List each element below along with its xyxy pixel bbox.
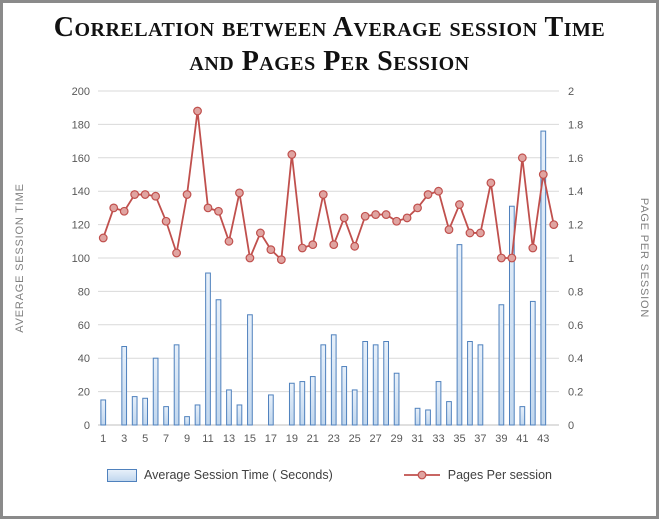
svg-text:0: 0 bbox=[84, 420, 90, 432]
svg-text:1.8: 1.8 bbox=[568, 120, 583, 132]
line-series bbox=[98, 106, 559, 265]
svg-text:29: 29 bbox=[390, 433, 402, 445]
svg-text:180: 180 bbox=[72, 120, 90, 132]
svg-text:0.6: 0.6 bbox=[568, 320, 583, 332]
combo-chart: 0 20 40 60 80 100 120 140 160 180 200 0 0.2 0.4 0.6 0.8… bbox=[14, 86, 650, 445]
svg-text:200: 200 bbox=[72, 86, 90, 98]
svg-text:100: 100 bbox=[72, 253, 90, 265]
svg-text:15: 15 bbox=[244, 433, 256, 445]
svg-text:7: 7 bbox=[163, 433, 169, 445]
left-axis-title: AVERAGE SESSION TIME bbox=[14, 184, 26, 333]
svg-text:1.4: 1.4 bbox=[568, 187, 583, 199]
svg-text:140: 140 bbox=[72, 187, 90, 199]
legend-item-line: Pages Per session bbox=[403, 468, 552, 482]
line-marker-swatch-icon bbox=[403, 469, 441, 481]
svg-text:40: 40 bbox=[78, 354, 90, 366]
legend: Average Session Time ( Seconds) Pages Pe… bbox=[3, 468, 656, 482]
svg-text:43: 43 bbox=[537, 433, 549, 445]
svg-text:1: 1 bbox=[100, 433, 106, 445]
svg-text:39: 39 bbox=[495, 433, 507, 445]
svg-text:41: 41 bbox=[516, 433, 528, 445]
legend-item-bars: Average Session Time ( Seconds) bbox=[107, 468, 333, 482]
legend-label-line: Pages Per session bbox=[447, 468, 552, 483]
svg-text:0: 0 bbox=[568, 420, 574, 432]
svg-text:31: 31 bbox=[411, 433, 423, 445]
bar-swatch-icon bbox=[107, 468, 137, 482]
svg-text:25: 25 bbox=[349, 433, 361, 445]
svg-text:37: 37 bbox=[474, 433, 486, 445]
svg-text:11: 11 bbox=[202, 433, 213, 445]
svg-text:0.2: 0.2 bbox=[568, 387, 583, 399]
svg-text:33: 33 bbox=[432, 433, 444, 445]
svg-text:21: 21 bbox=[307, 433, 319, 445]
right-axis-title: PAGE PER SESSION bbox=[638, 198, 650, 318]
svg-text:2: 2 bbox=[568, 86, 574, 98]
svg-text:27: 27 bbox=[370, 433, 382, 445]
svg-text:5: 5 bbox=[142, 433, 148, 445]
svg-text:9: 9 bbox=[184, 433, 190, 445]
svg-text:35: 35 bbox=[453, 433, 465, 445]
svg-text:17: 17 bbox=[265, 433, 277, 445]
svg-text:60: 60 bbox=[78, 320, 90, 332]
svg-text:1.6: 1.6 bbox=[568, 153, 583, 165]
svg-text:20: 20 bbox=[78, 387, 90, 399]
bar-series bbox=[100, 130, 547, 426]
gridlines bbox=[98, 90, 559, 426]
svg-text:120: 120 bbox=[72, 220, 90, 232]
legend-label-bars: Average Session Time ( Seconds) bbox=[144, 468, 333, 483]
svg-text:19: 19 bbox=[286, 433, 298, 445]
svg-text:0.8: 0.8 bbox=[568, 287, 583, 299]
chart-title: Correlation between Average session Time… bbox=[53, 12, 606, 78]
svg-text:13: 13 bbox=[223, 433, 235, 445]
svg-text:23: 23 bbox=[328, 433, 340, 445]
svg-text:3: 3 bbox=[121, 433, 127, 445]
svg-text:1: 1 bbox=[568, 253, 574, 265]
svg-text:160: 160 bbox=[72, 153, 90, 165]
svg-text:80: 80 bbox=[78, 287, 90, 299]
svg-text:1.2: 1.2 bbox=[568, 220, 583, 232]
svg-text:0.4: 0.4 bbox=[568, 354, 583, 366]
plot-area: 0 20 40 60 80 100 120 140 160 180 200 0 0.2 0.4 0.6 0.8… bbox=[3, 79, 656, 466]
